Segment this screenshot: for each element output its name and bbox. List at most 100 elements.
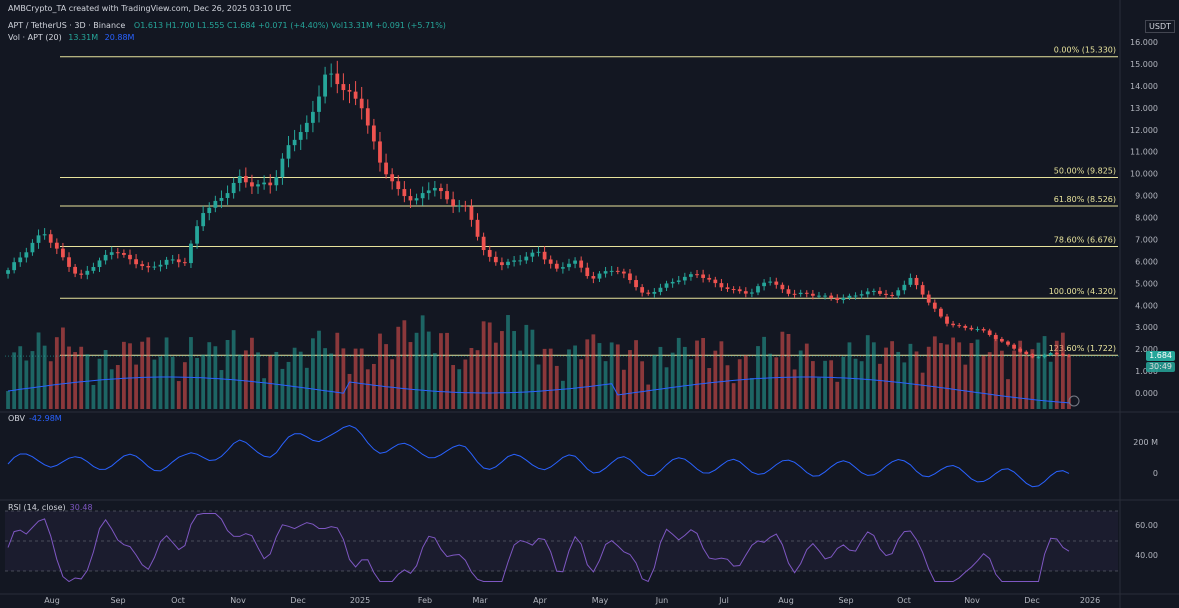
- volume-bar: [780, 331, 785, 409]
- volume-bar: [1024, 355, 1029, 409]
- candle-body: [951, 323, 955, 326]
- candle-body: [585, 267, 590, 277]
- candle-body: [658, 287, 663, 292]
- volume-bar: [122, 341, 126, 409]
- candle-body: [682, 276, 687, 281]
- candle-body: [603, 271, 608, 274]
- candle-body: [628, 273, 632, 281]
- currency-label[interactable]: USDT: [1145, 20, 1175, 33]
- candle-body: [792, 293, 797, 295]
- volume-bar: [835, 381, 840, 409]
- candle-body: [256, 184, 260, 187]
- symbol-title[interactable]: APT / TetherUS · 3D · Binance: [8, 21, 126, 30]
- fib-level-label: 0.00% (15.330): [1054, 46, 1116, 55]
- candle-body: [518, 260, 523, 262]
- candle-body: [615, 270, 620, 272]
- candle-body: [817, 295, 821, 297]
- price-tick-label: 10.000: [1130, 170, 1158, 179]
- volume-bar: [896, 351, 901, 409]
- volume-bar: [384, 344, 388, 409]
- volume-bar: [999, 350, 1004, 409]
- price-tick-label: 4.000: [1135, 301, 1158, 310]
- candle-body: [439, 187, 443, 192]
- volume-bar: [250, 337, 254, 409]
- candle-body: [798, 292, 803, 295]
- candle-body: [213, 200, 218, 208]
- volume-bar: [329, 353, 334, 409]
- ohlc-values: O1.613 H1.700 L1.555 C1.684 +0.071 (+4.4…: [133, 21, 446, 30]
- volume-bar: [371, 363, 376, 409]
- price-badge: 1.684: [1146, 351, 1175, 361]
- candle-body: [567, 263, 571, 268]
- candle-body: [731, 289, 736, 291]
- volume-bar: [396, 326, 401, 409]
- fib-level-label: 50.00% (9.825): [1054, 166, 1116, 175]
- volume-bar: [945, 344, 949, 409]
- candle-body: [457, 205, 462, 207]
- volume-bar: [420, 315, 425, 409]
- time-axis-label: Oct: [171, 596, 185, 605]
- obv-legend[interactable]: OBV -42.98M: [8, 414, 62, 423]
- volume-bar: [573, 345, 577, 409]
- time-axis-label: Sep: [838, 596, 853, 605]
- rsi-tick-label: 60.00: [1135, 521, 1158, 530]
- volume-bar: [756, 346, 760, 409]
- candle-body: [640, 287, 645, 293]
- volume-bar: [280, 368, 285, 409]
- volume-bar: [823, 360, 827, 409]
- candle-body: [262, 182, 267, 185]
- price-tick-label: 16.000: [1130, 38, 1158, 47]
- obv-value: -42.98M: [29, 414, 62, 423]
- candle-body: [146, 266, 151, 268]
- candle-body: [42, 234, 47, 236]
- volume-bar: [932, 336, 937, 409]
- candle-body: [981, 329, 986, 331]
- candle-body: [591, 276, 596, 279]
- volume-bar: [237, 354, 242, 409]
- candle-body: [896, 290, 901, 296]
- volume-bar: [768, 353, 773, 409]
- volume-bar: [128, 343, 132, 409]
- volume-bar: [640, 361, 645, 409]
- candle-body: [707, 277, 712, 280]
- volume-bar: [158, 356, 163, 409]
- volume-bar: [1036, 342, 1041, 409]
- obv-tick-label: 200 M: [1133, 438, 1158, 447]
- volume-label[interactable]: Vol · APT (20): [8, 33, 62, 42]
- candle-body: [963, 325, 968, 328]
- candle-body: [853, 295, 858, 297]
- candle-body: [396, 181, 401, 190]
- candle-body: [79, 273, 84, 275]
- price-tick-label: 9.000: [1135, 192, 1158, 201]
- volume-bar: [445, 332, 449, 409]
- rsi-legend[interactable]: RSI (14, close) 30.48: [8, 503, 93, 512]
- volume-bar: [1012, 350, 1016, 409]
- time-axis-label: Mar: [472, 596, 488, 605]
- volume-bar: [871, 342, 876, 409]
- volume-bar: [993, 336, 998, 409]
- volume-bar: [170, 356, 175, 409]
- volume-bar: [1054, 340, 1059, 409]
- volume-bar: [359, 348, 364, 409]
- candle-body: [530, 252, 535, 257]
- watermark: AMBCrypto_TA created with TradingView.co…: [8, 4, 292, 13]
- time-axis-label: Sep: [110, 596, 125, 605]
- candle-body: [542, 251, 547, 260]
- volume-bar: [207, 342, 212, 409]
- candle-body: [268, 182, 273, 186]
- time-axis-label: Aug: [778, 596, 794, 605]
- candle-body: [122, 253, 126, 255]
- volume-bar: [792, 369, 797, 409]
- candle-body: [12, 262, 17, 271]
- volume-bar: [439, 333, 443, 409]
- volume-bar: [268, 355, 273, 409]
- candle-body: [560, 267, 565, 269]
- volume-bar: [42, 345, 47, 409]
- volume-bar: [18, 346, 23, 409]
- candle-body: [280, 158, 285, 178]
- candle-body: [579, 260, 584, 268]
- volume-bar: [536, 364, 541, 409]
- candle-body: [768, 281, 773, 283]
- volume-bar: [292, 347, 297, 409]
